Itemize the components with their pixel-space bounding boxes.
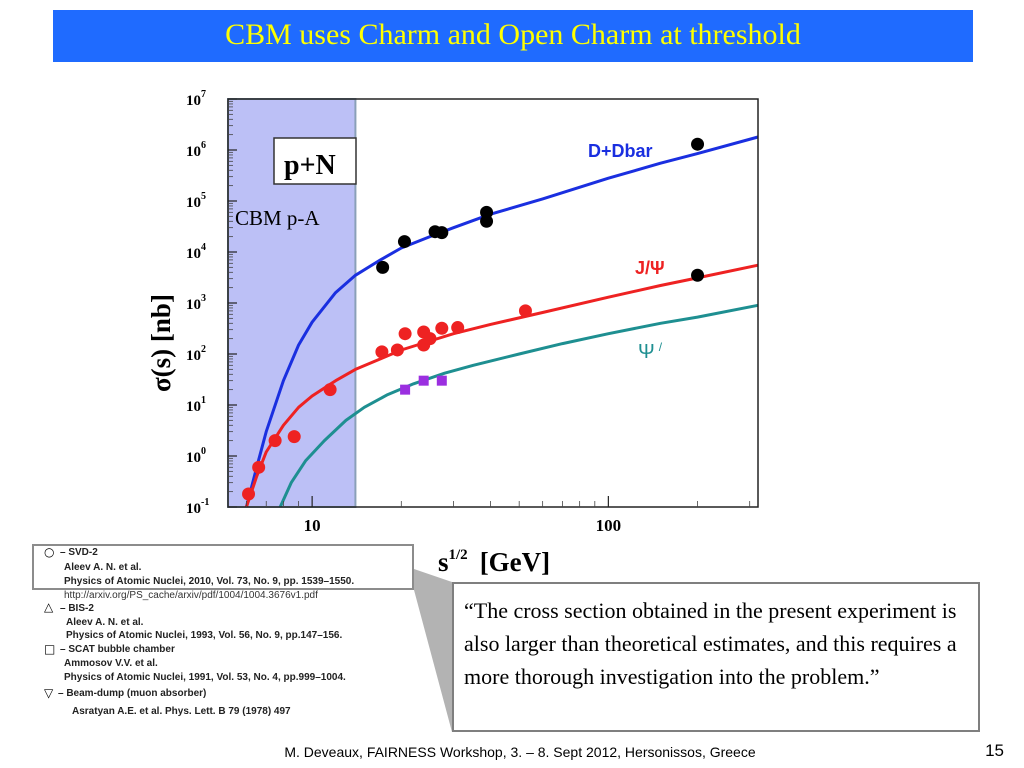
y-axis-title: σ(s) [nb] [146, 294, 176, 392]
x-axis-title-unit: [GeV] [480, 547, 550, 577]
point-0-5 [480, 214, 494, 228]
slide-title: CBM uses Charm and Open Charm at thresho… [225, 18, 801, 51]
point-3-1 [418, 375, 429, 386]
y-tick-base-3: 10 [186, 348, 201, 364]
y-tick-label-0: 10-1 [186, 497, 209, 517]
point-1-7 [398, 327, 412, 341]
legend-svd2-ref: Physics of Atomic Nuclei, 2010, Vol. 73,… [64, 576, 355, 587]
square-marker-icon: □ [44, 642, 56, 656]
curves-layer [244, 135, 759, 508]
point-1-6 [390, 343, 404, 357]
x-axis-title: s1/2 [GeV] [438, 547, 550, 577]
legend-bis2-authors: Aleev A. N. et al. [66, 617, 144, 628]
point-1-2 [268, 434, 282, 448]
y-tick-exp-1: 0 [201, 446, 206, 457]
legend-svd2-name: – SVD-2 [60, 547, 98, 558]
point-0-4 [480, 205, 494, 219]
point-1-12 [451, 321, 465, 335]
triangle-down-marker-icon: ▽ [44, 686, 54, 700]
y-tick-base-6: 10 [186, 195, 201, 211]
y-tick-exp-6: 5 [201, 191, 206, 202]
legend-bis2-ref: Physics of Atomic Nuclei, 1993, Vol. 56,… [66, 630, 343, 641]
point-3-2 [436, 375, 447, 386]
curve-1 [244, 263, 759, 508]
x-axis-title-main: s [438, 547, 449, 577]
y-tick-base-8: 10 [186, 93, 201, 109]
x-tick-label-0: 10 [304, 516, 321, 535]
point-1-5 [375, 345, 389, 359]
point-2-0 [691, 268, 705, 282]
y-tick-label-4: 103 [186, 293, 206, 313]
x-tick-label-1: 100 [596, 516, 622, 535]
y-tick-label-6: 105 [186, 191, 206, 211]
legend-scat-ref: Physics of Atomic Nuclei, 1991, Vol. 53,… [64, 672, 346, 683]
point-0-3 [435, 226, 449, 240]
y-tick-exp-5: 4 [201, 242, 206, 253]
triangle-up-marker-icon: △ [44, 600, 54, 614]
point-0-6 [691, 137, 705, 151]
quote-text: “The cross section obtained in the prese… [464, 598, 957, 689]
y-tick-label-2: 101 [186, 395, 206, 415]
point-3-0 [400, 384, 411, 395]
point-1-1 [252, 460, 266, 474]
curve-0 [244, 135, 759, 508]
y-tick-base-2: 10 [186, 399, 201, 415]
circle-marker-icon: ○ [44, 545, 55, 559]
point-0-0 [376, 260, 390, 274]
y-tick-label-5: 104 [186, 242, 206, 262]
region-label: CBM p-A [235, 206, 320, 230]
y-tick-label-8: 107 [186, 89, 206, 109]
curve-label-ddbar: D+Dbar [588, 141, 653, 161]
point-0-1 [397, 235, 411, 249]
point-1-3 [287, 430, 301, 444]
point-1-10 [423, 332, 437, 346]
footer-text: M. Deveaux, FAIRNESS Workshop, 3. – 8. S… [284, 744, 756, 760]
y-tick-base-1: 10 [186, 450, 201, 466]
legend-scat-authors: Ammosov V.V. et al. [64, 658, 158, 669]
point-1-13 [518, 304, 532, 318]
y-tick-exp-0: -1 [201, 497, 209, 508]
connector-shape [414, 569, 452, 732]
point-1-0 [242, 487, 256, 501]
panel-label: p+N [284, 150, 336, 181]
legend-highlight-box [32, 544, 414, 590]
curve-label-psiprime-sup: / [659, 340, 663, 354]
legend-bis2-name: – BIS-2 [60, 603, 94, 614]
legend-svd2-authors: Aleev A. N. et al. [64, 562, 142, 573]
title-bar: CBM uses Charm and Open Charm at thresho… [53, 10, 973, 62]
y-tick-base-7: 10 [186, 144, 201, 160]
curve-label-psiprime: Ψ / [638, 340, 663, 363]
curve-2 [278, 303, 759, 508]
y-tick-label-7: 106 [186, 140, 206, 160]
y-tick-exp-3: 2 [201, 344, 206, 355]
point-1-11 [435, 321, 449, 335]
y-tick-label-3: 102 [186, 344, 206, 364]
legend-beamdump-ref: Asratyan A.E. et al. Phys. Lett. B 79 (1… [72, 706, 291, 717]
legend-svd2-url: http://arxiv.org/PS_cache/arxiv/pdf/1004… [64, 590, 318, 601]
y-tick-exp-4: 3 [201, 293, 206, 304]
y-tick-base-0: 10 [186, 501, 201, 517]
y-tick-exp-7: 6 [201, 140, 206, 151]
y-tick-base-5: 10 [186, 246, 201, 262]
points-layer [242, 137, 705, 501]
legend-beamdump-name: – Beam-dump (muon absorber) [58, 688, 207, 699]
panel-label-box [273, 137, 357, 185]
quote-box: “The cross section obtained in the prese… [452, 582, 980, 732]
x-axis-title-sup: 1/2 [449, 547, 468, 563]
y-tick-base-4: 10 [186, 297, 201, 313]
curve-label-psiprime-main: Ψ [638, 341, 655, 363]
y-tick-exp-2: 1 [201, 395, 206, 406]
y-tick-exp-8: 7 [201, 89, 206, 100]
y-tick-label-1: 100 [186, 446, 206, 466]
point-1-4 [323, 383, 337, 397]
legend-scat-name: – SCAT bubble chamber [60, 644, 175, 655]
page-number: 15 [985, 741, 1004, 760]
curve-label-jpsi: J/Ψ [635, 258, 665, 278]
